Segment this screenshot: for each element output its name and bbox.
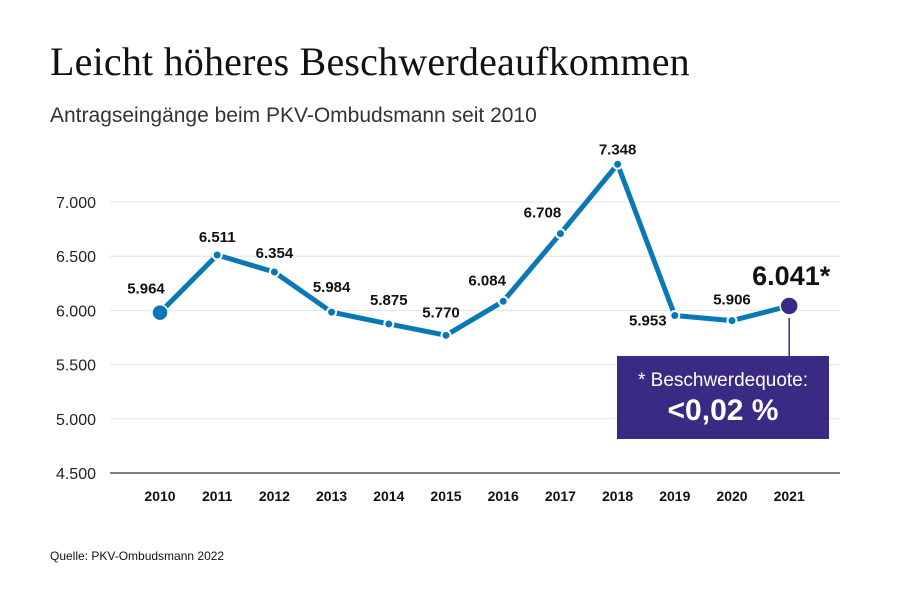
- chart-title: Leicht höheres Beschwerdeaufkommen: [50, 39, 690, 84]
- y-axis-ticks: 4.500 5.000 5.500 6.000 6.500 7.000: [56, 195, 96, 483]
- data-point: [326, 306, 338, 318]
- x-tick-label: 2014: [373, 488, 404, 504]
- x-tick-label: 2017: [545, 488, 576, 504]
- x-tick-label: 2015: [430, 488, 461, 504]
- x-tick-label: 2019: [659, 488, 690, 504]
- data-point: [383, 318, 395, 330]
- y-tick-label: 6.000: [56, 303, 96, 320]
- source-note: Quelle: PKV-Ombudsmann 2022: [50, 549, 225, 563]
- data-label: 5.770: [422, 304, 460, 321]
- data-points: [151, 158, 799, 341]
- data-label: 5.964: [127, 281, 165, 298]
- data-label: 6.084: [468, 272, 506, 289]
- x-tick-label: 2021: [774, 488, 805, 504]
- data-point-highlight: [779, 296, 799, 316]
- data-point: [268, 266, 280, 278]
- data-label: 6.511: [199, 229, 236, 246]
- data-point: [497, 295, 509, 307]
- data-label: 5.984: [313, 279, 351, 296]
- chart-subtitle: Antragseingänge beim PKV-Ombudsmann seit…: [50, 104, 537, 127]
- data-point: [612, 158, 624, 170]
- complaint-rate-callout: * Beschwerdequote: <0,02 %: [617, 356, 829, 439]
- data-label: 5.953: [629, 312, 667, 329]
- data-point: [440, 329, 452, 341]
- x-tick-label: 2020: [716, 488, 747, 504]
- y-tick-label: 7.000: [56, 195, 96, 212]
- data-label: 7.348: [599, 141, 637, 158]
- data-point: [211, 249, 223, 261]
- data-point: [726, 315, 738, 327]
- y-tick-label: 4.500: [56, 466, 96, 483]
- x-axis-ticks: 2010 2011 2012 2013 2014 2015 2016 2017 2018 2019…: [144, 488, 805, 504]
- data-label: 6.708: [524, 205, 562, 222]
- data-label: 5.875: [370, 292, 408, 309]
- data-label: 6.354: [256, 245, 294, 262]
- y-tick-label: 6.500: [56, 249, 96, 266]
- x-tick-label: 2018: [602, 488, 633, 504]
- x-tick-label: 2010: [144, 488, 175, 504]
- x-tick-label: 2016: [488, 488, 519, 504]
- data-labels: 5.964 6.511 6.354 5.984 5.875 5.770 6.084 6.708…: [127, 141, 831, 329]
- data-point: [669, 309, 681, 321]
- data-point-first: [151, 303, 169, 322]
- x-tick-label: 2011: [202, 488, 233, 504]
- x-tick-label: 2012: [259, 488, 290, 504]
- data-label: 5.906: [713, 292, 751, 309]
- series-line: [157, 161, 792, 338]
- data-label-highlight: 6.041*: [752, 261, 831, 291]
- callout-value: <0,02 %: [667, 394, 779, 427]
- x-tick-label: 2013: [316, 488, 347, 504]
- y-tick-label: 5.000: [56, 412, 96, 429]
- callout-caption: * Beschwerdequote:: [637, 370, 809, 391]
- y-tick-label: 5.500: [56, 358, 96, 375]
- data-point: [554, 228, 566, 240]
